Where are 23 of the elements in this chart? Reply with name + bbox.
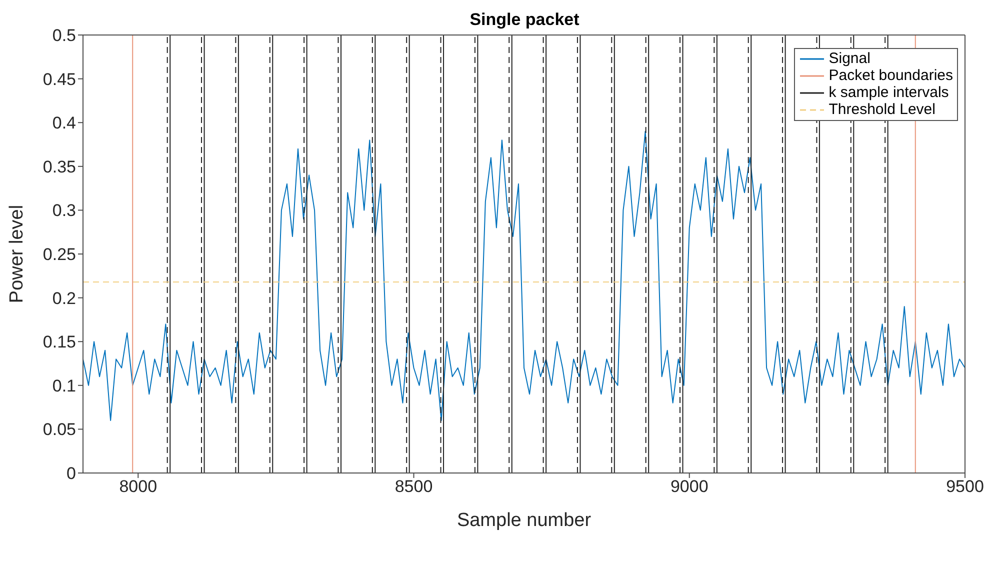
y-tick-label: 0.35	[42, 157, 76, 176]
chart-title: Single packet	[468, 10, 580, 30]
legend-label: Packet boundaries	[828, 67, 953, 84]
y-tick-label: 0.4	[52, 114, 76, 133]
line-series	[83, 130, 965, 421]
x-tick-label: 8500	[394, 477, 433, 496]
y-tick-label: 0.5	[52, 26, 76, 46]
y-tick-label: 0.2	[52, 288, 76, 308]
y-tick-label: 0.45	[42, 70, 76, 89]
y-tick-label: 0.05	[42, 420, 76, 440]
legend-label: Signal	[828, 50, 870, 67]
x-tick-label: 9000	[670, 477, 708, 496]
legend-label: k sample intervals	[828, 84, 949, 101]
legend-label: Threshold Level	[828, 101, 936, 118]
y-tick-label: 0.25	[42, 245, 76, 264]
y-tick-label: 0.15	[42, 332, 76, 352]
y-tick-label: 0.1	[52, 376, 76, 396]
y-tick-label: 0	[66, 464, 76, 484]
y-axis-title: Power level	[6, 204, 28, 304]
x-axis-title: Sample number	[456, 510, 592, 531]
x-tick-label: 8000	[119, 477, 158, 496]
y-tick-label: 0.3	[52, 201, 76, 220]
x-tick-label: 9500	[946, 477, 984, 496]
